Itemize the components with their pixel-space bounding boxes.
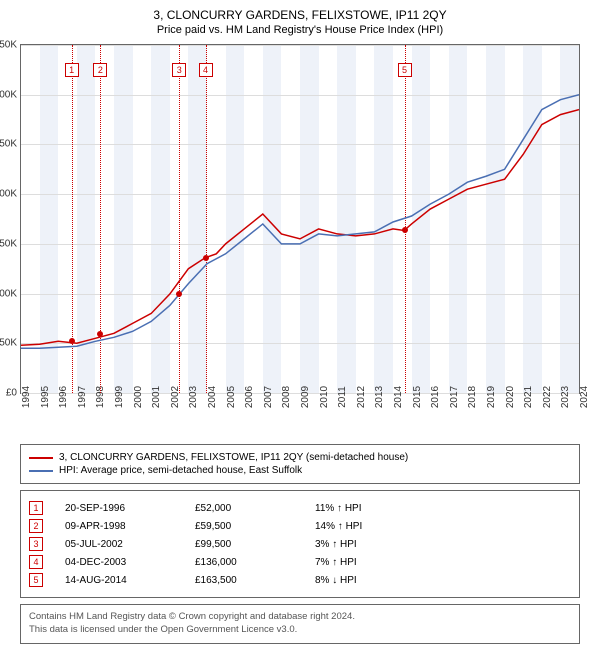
sale-point <box>69 338 75 344</box>
sale-price: £136,000 <box>195 557 305 568</box>
y-tick-label: £200K <box>0 189 17 200</box>
sale-pct: 3% ↑ HPI <box>315 539 425 550</box>
sale-point <box>97 331 103 337</box>
row-marker: 1 <box>29 501 43 515</box>
attribution-line: Contains HM Land Registry data © Crown c… <box>29 611 571 624</box>
x-tick-label: 2024 <box>579 386 590 408</box>
table-row: 2 09-APR-1998 £59,500 14% ↑ HPI <box>29 519 571 533</box>
sale-pct: 11% ↑ HPI <box>315 503 425 514</box>
chart-title: 3, CLONCURRY GARDENS, FELIXSTOWE, IP11 2… <box>10 8 590 22</box>
legend-box: 3, CLONCURRY GARDENS, FELIXSTOWE, IP11 2… <box>20 444 580 484</box>
attribution-line: This data is licensed under the Open Gov… <box>29 624 571 637</box>
legend-swatch <box>29 457 53 459</box>
sale-pct: 8% ↓ HPI <box>315 575 425 586</box>
y-tick-label: £350K <box>0 40 17 51</box>
y-tick-label: £0 <box>6 388 17 399</box>
sales-table: 1 20-SEP-1996 £52,000 11% ↑ HPI 2 09-APR-1998… <box>20 490 580 598</box>
page-root: 3, CLONCURRY GARDENS, FELIXSTOWE, IP11 2… <box>0 0 600 650</box>
legend-swatch <box>29 470 53 472</box>
row-marker: 4 <box>29 555 43 569</box>
row-marker: 3 <box>29 537 43 551</box>
chart-subtitle: Price paid vs. HM Land Registry's House … <box>10 24 590 36</box>
sale-date: 09-APR-1998 <box>65 521 185 532</box>
attribution-box: Contains HM Land Registry data © Crown c… <box>20 604 580 644</box>
sale-point <box>203 255 209 261</box>
sale-point <box>176 291 182 297</box>
table-row: 3 05-JUL-2002 £99,500 3% ↑ HPI <box>29 537 571 551</box>
sale-price: £52,000 <box>195 503 305 514</box>
table-row: 4 04-DEC-2003 £136,000 7% ↑ HPI <box>29 555 571 569</box>
sale-price: £99,500 <box>195 539 305 550</box>
sale-date: 05-JUL-2002 <box>65 539 185 550</box>
legend-row: 3, CLONCURRY GARDENS, FELIXSTOWE, IP11 2… <box>29 452 571 463</box>
legend-label: 3, CLONCURRY GARDENS, FELIXSTOWE, IP11 2… <box>59 452 408 463</box>
y-tick-label: £300K <box>0 89 17 100</box>
chart-area: £0£50K£100K£150K£200K£250K£300K£350K1994… <box>20 44 580 394</box>
y-tick-label: £50K <box>0 338 17 349</box>
sale-pct: 14% ↑ HPI <box>315 521 425 532</box>
sale-point <box>402 227 408 233</box>
sale-pct: 7% ↑ HPI <box>315 557 425 568</box>
sale-date: 04-DEC-2003 <box>65 557 185 568</box>
y-tick-label: £100K <box>0 288 17 299</box>
sale-date: 14-AUG-2014 <box>65 575 185 586</box>
row-marker: 5 <box>29 573 43 587</box>
table-row: 5 14-AUG-2014 £163,500 8% ↓ HPI <box>29 573 571 587</box>
chart-svg <box>21 45 579 393</box>
y-tick-label: £150K <box>0 238 17 249</box>
legend-label: HPI: Average price, semi-detached house,… <box>59 465 302 476</box>
sale-price: £163,500 <box>195 575 305 586</box>
row-marker: 2 <box>29 519 43 533</box>
series-line <box>21 110 579 346</box>
legend-row: HPI: Average price, semi-detached house,… <box>29 465 571 476</box>
table-row: 1 20-SEP-1996 £52,000 11% ↑ HPI <box>29 501 571 515</box>
sale-date: 20-SEP-1996 <box>65 503 185 514</box>
series-line <box>21 95 579 349</box>
y-tick-label: £250K <box>0 139 17 150</box>
sale-price: £59,500 <box>195 521 305 532</box>
